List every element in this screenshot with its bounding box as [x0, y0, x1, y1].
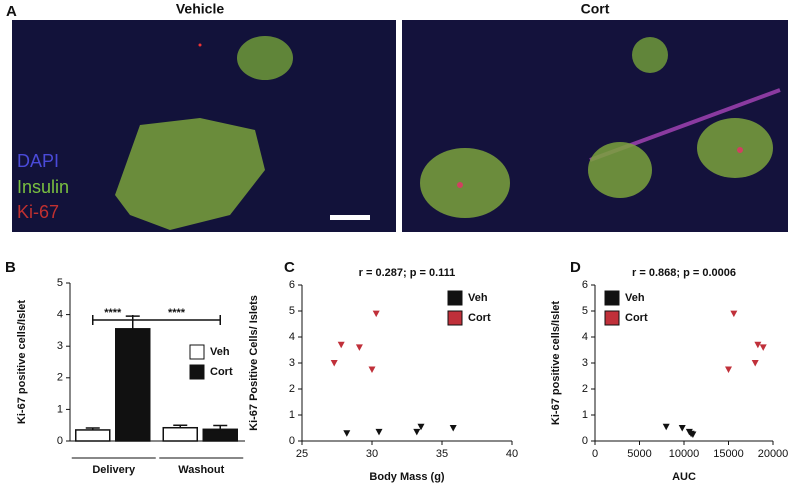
y-tick-label: 2: [57, 372, 63, 384]
y-axis-label: Ki-67 Positive Cells/ Islets: [248, 295, 260, 431]
error-bar: [213, 424, 228, 430]
legend-label: Cort: [625, 312, 648, 324]
point: [759, 344, 767, 351]
legend-swatch: [604, 310, 620, 326]
y-tick-label: 4: [289, 331, 295, 343]
legend-label: Cort: [468, 312, 491, 324]
point: [372, 310, 380, 318]
stain-label: Insulin: [17, 177, 69, 197]
bar: [115, 328, 151, 442]
x-tick-label: 25: [296, 448, 308, 460]
point: [413, 428, 421, 436]
legend-label: Veh: [468, 292, 488, 304]
y-tick-label: 6: [289, 279, 295, 291]
y-tick-label: 1: [57, 403, 63, 415]
y-tick-label: 2: [582, 383, 588, 395]
bar: [162, 426, 198, 442]
y-tick-label: 5: [57, 277, 63, 289]
bar: [75, 429, 111, 442]
error-bar: [85, 427, 100, 430]
point: [689, 431, 697, 438]
y-tick-label: 1: [289, 409, 295, 421]
stain-label: Ki-67: [17, 202, 59, 222]
significance-label: ****: [168, 307, 186, 319]
significance-bracket: [132, 315, 221, 325]
legend-label: Cort: [210, 366, 233, 378]
y-tick-label: 4: [582, 331, 588, 343]
point: [725, 366, 732, 373]
legend-swatch: [189, 364, 205, 380]
panel-label: D: [570, 259, 581, 276]
y-tick-label: 6: [582, 279, 588, 291]
micrograph: [12, 20, 396, 232]
legend-swatch: [189, 344, 205, 360]
point: [678, 425, 686, 432]
y-tick-label: 0: [289, 435, 295, 447]
point: [662, 423, 670, 431]
x-tick-label: 40: [506, 448, 518, 460]
point: [368, 366, 376, 373]
y-tick-label: 2: [289, 383, 295, 395]
y-tick-label: 3: [582, 357, 588, 369]
stain-label: DAPI: [17, 151, 59, 171]
image-title: Vehicle: [176, 1, 224, 17]
x-tick-label: Delivery: [92, 464, 136, 476]
point: [343, 430, 351, 437]
point: [449, 425, 457, 432]
legend-swatch: [604, 290, 620, 306]
y-axis-label: Ki-67 positive cells/Islet: [550, 301, 562, 425]
x-tick-label: 20000: [758, 448, 789, 460]
y-tick-label: 3: [289, 357, 295, 369]
y-tick-label: 4: [57, 309, 63, 321]
x-tick-label: Washout: [178, 464, 224, 476]
x-tick-label: 5000: [627, 448, 651, 460]
x-tick-label: 0: [592, 448, 598, 460]
point: [754, 341, 762, 349]
y-tick-label: 3: [57, 340, 63, 352]
x-axis-label: AUC: [672, 471, 696, 483]
x-tick-label: 35: [436, 448, 448, 460]
significance-label: ****: [104, 307, 122, 319]
chart-title: r = 0.287; p = 0.111: [359, 267, 456, 279]
y-tick-label: 0: [57, 435, 63, 447]
point: [730, 310, 738, 318]
panel-label: B: [5, 259, 16, 276]
point: [751, 360, 759, 367]
legend-swatch: [447, 290, 463, 306]
panel-label: A: [6, 3, 17, 20]
legend-label: Veh: [625, 292, 645, 304]
x-tick-label: 30: [366, 448, 378, 460]
y-tick-label: 5: [582, 305, 588, 317]
point: [337, 341, 345, 349]
y-axis-label: Ki-67 positive cells/Islet: [16, 300, 28, 424]
micrograph: [402, 20, 788, 232]
point: [417, 423, 425, 431]
y-tick-label: 5: [289, 305, 295, 317]
legend-swatch: [447, 310, 463, 326]
image-title: Cort: [581, 1, 610, 17]
y-tick-label: 0: [582, 435, 588, 447]
point: [355, 344, 363, 351]
point: [375, 428, 383, 436]
y-tick-label: 1: [582, 409, 588, 421]
point: [330, 360, 338, 367]
x-tick-label: 15000: [713, 448, 744, 460]
chart-title: r = 0.868; p = 0.0006: [632, 267, 736, 279]
legend-label: Veh: [210, 346, 230, 358]
x-axis-label: Body Mass (g): [369, 471, 445, 483]
panel-label: C: [284, 259, 295, 276]
error-bar: [173, 424, 188, 428]
x-tick-label: 10000: [669, 448, 700, 460]
bar: [202, 428, 238, 442]
